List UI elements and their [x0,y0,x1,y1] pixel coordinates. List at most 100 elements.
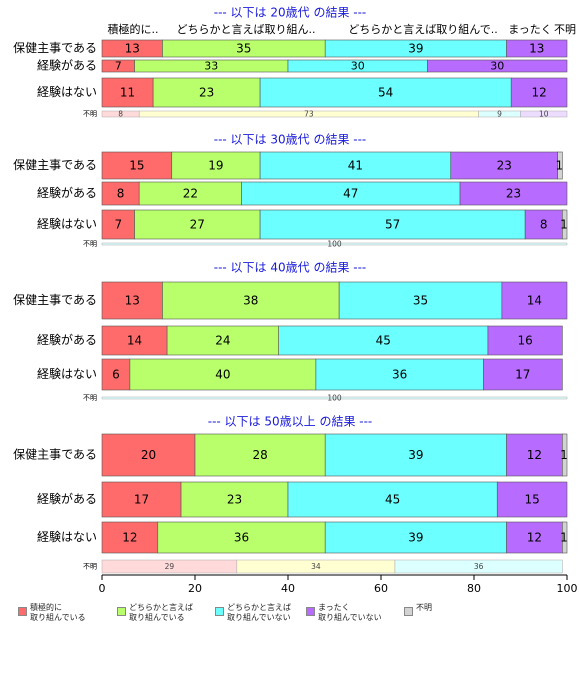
bar-value-label: 39 [408,42,423,56]
bar-value-label: 6 [112,368,120,382]
row-label: 経験がある [37,491,97,506]
bar-value-label: 23 [497,159,512,173]
bar-value-label: 45 [385,493,400,507]
column-header-3: どちらかと言えば取り組んで.. [348,23,497,36]
bar-segment [152,77,261,108]
bar-value-label: 11 [120,86,135,100]
unknown-bar-segment [101,396,568,400]
x-axis-tick-label: 20 [188,582,202,595]
bar-value-label: 24 [215,334,230,348]
bar-value-label: 14 [127,334,142,348]
bar-value-label: 15 [129,159,144,173]
bar-value-label: 23 [506,187,521,201]
bar-value-label: 20 [141,448,156,462]
panel-title-1: --- 以下は 20歳代 の結果 --- [214,6,367,20]
legend-label: 不明 [416,603,432,612]
bar-value-label: 1 [560,531,568,545]
legend-swatch [215,607,224,616]
bar-value-label: 12 [122,531,137,545]
bar-segment [506,433,563,477]
bar-value-label: 22 [183,187,198,201]
bar-value-label: 1 [556,159,564,173]
bar-value-label: 13 [125,42,140,56]
bar-value-label: 12 [527,531,542,545]
bar-value-label: 35 [413,294,428,308]
bar-value-label: 33 [204,60,218,73]
bar-segment [101,77,154,108]
bar-segment [324,521,507,554]
unknown-bar-value-label: 34 [311,562,321,571]
bar-value-label: 1 [560,218,568,232]
unknown-bar-value-label: 29 [165,562,175,571]
bar-segment [562,209,568,240]
bar-segment [427,59,568,73]
unknown-bar-value-label: 36 [474,562,484,571]
bar-segment [510,77,568,108]
legend-label: 積極的に 取り組んでいる [30,603,86,622]
panel-title-4: --- 以下は 50歳以上 の結果 --- [208,415,373,429]
row-label: 経験はない [37,529,97,544]
bar-segment [506,521,563,554]
row-label-unknown: 不明 [83,110,97,118]
column-header-4: まったく [508,23,552,36]
row-label-unknown: 不明 [83,240,97,248]
bar-segment [287,481,498,518]
bar-segment [487,325,563,356]
unknown-bar-value-label: 8 [118,110,123,119]
bar-value-label: 7 [114,218,122,232]
unknown-bar-value-label: 10 [539,110,549,119]
bar-value-label: 1 [560,448,568,462]
row-label: 保健主事である [13,293,97,307]
row-label: 保健主事である [13,448,97,462]
row-label: 経験はない [37,366,97,381]
bar-value-label: 15 [524,493,539,507]
bar-value-label: 13 [529,42,544,56]
unknown-bar-value-label: 9 [497,110,502,119]
bar-segment [450,151,558,180]
bar-segment [101,521,159,554]
unknown-bar-value-label: 100 [327,394,342,403]
unknown-bar-value-label: 100 [327,240,342,249]
bar-segment [562,521,568,554]
bar-segment [101,433,196,477]
bar-value-label: 39 [408,448,423,462]
legend-swatch [117,607,126,616]
bar-value-label: 12 [531,86,546,100]
bar-segment [166,325,280,356]
panel-title-3: --- 以下は 40歳代 の結果 --- [214,261,367,275]
bar-value-label: 54 [378,86,393,100]
row-label: 経験はない [37,216,97,231]
bar-value-label: 17 [134,493,149,507]
panel-title-2: --- 以下は 30歳代 の結果 --- [214,133,367,147]
column-header-2: どちらかと言えば取り組ん.. [177,23,316,36]
bar-value-label: 16 [518,334,533,348]
bar-value-label: 7 [115,60,122,73]
bar-segment [101,151,173,180]
bar-value-label: 41 [348,159,363,173]
bar-value-label: 23 [199,86,214,100]
x-axis-tick-label: 80 [467,582,481,595]
bar-value-label: 12 [527,448,542,462]
legend-label: まったく 取り組んでいない [318,603,382,622]
legend-swatch [18,607,27,616]
bar-segment [194,433,326,477]
bar-segment [315,358,484,391]
row-label: 経験がある [37,58,97,73]
bar-value-label: 47 [343,187,358,201]
bar-value-label: 28 [252,448,267,462]
bar-value-label: 17 [515,368,530,382]
bar-segment [482,358,563,391]
legend-label: どちらかと言えば 取り組んでいない [227,603,291,622]
bar-value-label: 45 [376,334,391,348]
bar-segment [259,77,512,108]
row-label: 経験がある [37,332,97,347]
x-axis-tick-label: 40 [281,582,295,595]
bar-segment [101,481,182,518]
bar-segment [506,39,568,58]
row-label-unknown: 不明 [83,563,97,571]
legend-swatch [306,607,315,616]
x-axis-tick-label: 0 [99,582,106,595]
x-axis-tick-label: 60 [374,582,388,595]
bar-value-label: 30 [351,60,365,73]
bar-value-label: 36 [234,531,249,545]
